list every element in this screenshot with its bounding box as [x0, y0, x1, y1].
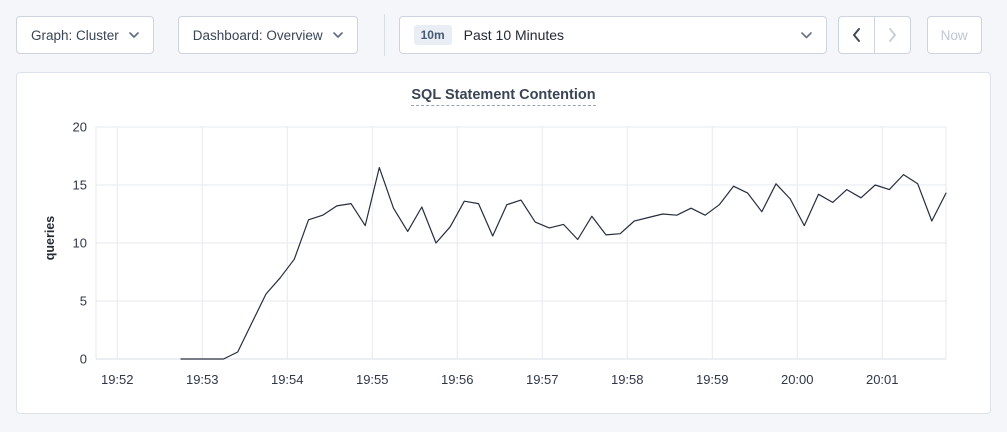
y-tick-label: 10	[73, 236, 87, 251]
y-tick-label: 20	[73, 120, 87, 135]
chevron-down-icon	[128, 32, 139, 38]
contention-chart-svg[interactable]: 0 5 10 15 20 19:52 19:53 19:54 19:55 19:56 19:57 19…	[17, 113, 960, 403]
time-range-picker[interactable]: 10m Past 10 Minutes	[398, 16, 827, 54]
time-nav-group	[837, 16, 911, 54]
chevron-down-icon	[332, 32, 343, 38]
x-tick-label: 19:59	[696, 372, 729, 387]
y-tick-label: 0	[80, 352, 87, 367]
x-tick-label: 20:01	[866, 372, 899, 387]
series-line-queries	[180, 166, 947, 360]
x-tick-label: 19:56	[441, 372, 474, 387]
x-tick-label: 19:58	[611, 372, 644, 387]
y-tick-label: 5	[80, 294, 87, 309]
x-tick-label: 19:57	[526, 372, 559, 387]
time-forward-button[interactable]	[874, 16, 911, 54]
now-button[interactable]: Now	[926, 16, 982, 54]
dashboard-toolbar: Graph: Cluster Dashboard: Overview 10m P…	[0, 0, 1007, 72]
toolbar-divider	[383, 14, 385, 56]
time-back-button[interactable]	[837, 16, 875, 54]
chevron-left-icon	[852, 28, 860, 42]
graph-dropdown[interactable]: Graph: Cluster	[16, 16, 154, 54]
time-range-label: Past 10 Minutes	[463, 27, 565, 43]
dashboard-dropdown-label: Dashboard: Overview	[192, 27, 323, 43]
graph-dropdown-label: Graph: Cluster	[31, 27, 119, 43]
x-tick-label: 19:52	[101, 372, 134, 387]
y-axis-label: queries	[43, 215, 57, 261]
chart-area: queries 0 5 10 15 20 19:52 19:53 19:54 19:55 19:5…	[17, 113, 990, 408]
chevron-down-icon	[800, 31, 812, 38]
y-tick-label: 15	[73, 178, 87, 193]
x-tick-label: 19:55	[356, 372, 389, 387]
chart-title-text[interactable]: SQL Statement Contention	[411, 87, 596, 106]
chart-title: SQL Statement Contention	[17, 86, 990, 106]
x-tick-label: 20:00	[781, 372, 814, 387]
chart-card: SQL Statement Contention queries 0 5 10 15 2…	[16, 72, 991, 414]
time-range-badge: 10m	[413, 25, 452, 45]
x-tick-label: 19:53	[186, 372, 219, 387]
dashboard-dropdown[interactable]: Dashboard: Overview	[177, 16, 358, 54]
chevron-right-icon	[888, 28, 896, 42]
x-tick-label: 19:54	[271, 372, 304, 387]
